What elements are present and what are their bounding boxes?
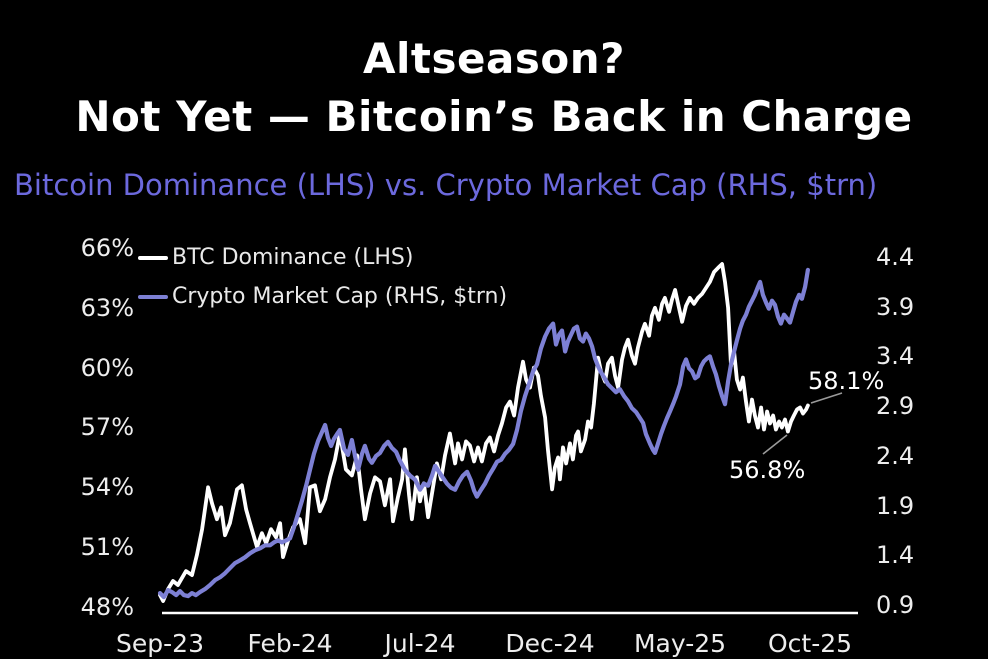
crypto-market-cap-line-swatch <box>138 294 168 299</box>
legend-label-btc-dominance: BTC Dominance (LHS) <box>172 245 414 270</box>
crypto-market-cap-line <box>157 267 811 600</box>
title-line-2: Not Yet — Bitcoin’s Back in Charge <box>75 92 913 141</box>
page-title: Altseason? Not Yet — Bitcoin’s Back in C… <box>0 30 988 146</box>
annotation-callout-56-8 <box>762 434 788 455</box>
chart-legend: BTC Dominance (LHS) Crypto Market Cap (R… <box>138 238 507 316</box>
legend-item-btc-dominance: BTC Dominance (LHS) <box>138 238 507 277</box>
legend-item-crypto-market-cap: Crypto Market Cap (RHS, $trn) <box>138 277 507 316</box>
annotation-callout-58-1 <box>810 392 843 404</box>
annotation-58-1-label: 58.1% <box>808 367 885 395</box>
title-line-1: Altseason? <box>363 34 625 83</box>
chart-subtitle: Bitcoin Dominance (LHS) vs. Crypto Marke… <box>14 168 878 202</box>
legend-label-crypto-market-cap: Crypto Market Cap (RHS, $trn) <box>172 284 508 309</box>
btc-dominance-line-swatch <box>138 255 168 260</box>
annotation-56-8-label: 56.8% <box>729 456 806 484</box>
